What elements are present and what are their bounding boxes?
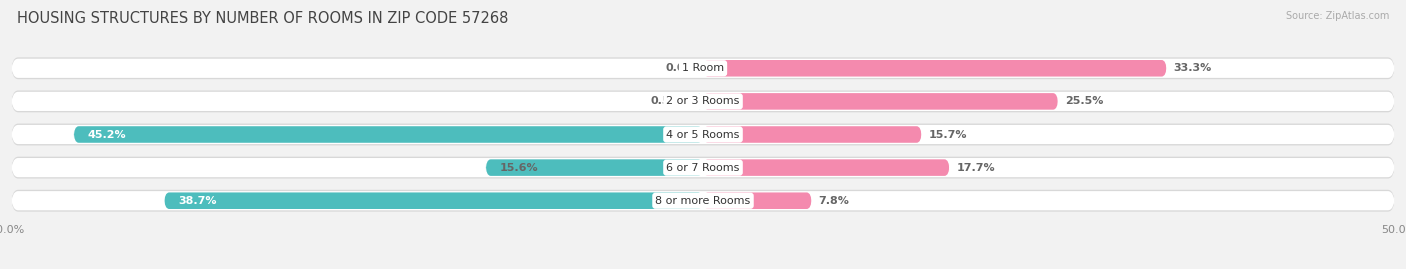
Text: 15.7%: 15.7% xyxy=(928,129,967,140)
Text: 0.54%: 0.54% xyxy=(650,96,689,107)
FancyBboxPatch shape xyxy=(703,126,921,143)
FancyBboxPatch shape xyxy=(11,92,1395,111)
Text: 33.3%: 33.3% xyxy=(1174,63,1212,73)
FancyBboxPatch shape xyxy=(11,57,1395,79)
Text: 1 Room: 1 Room xyxy=(682,63,724,73)
Text: 7.8%: 7.8% xyxy=(818,196,849,206)
FancyBboxPatch shape xyxy=(703,192,811,209)
FancyBboxPatch shape xyxy=(11,90,1395,112)
Text: 2 or 3 Rooms: 2 or 3 Rooms xyxy=(666,96,740,107)
FancyBboxPatch shape xyxy=(696,93,703,110)
FancyBboxPatch shape xyxy=(11,190,1395,212)
Text: 15.6%: 15.6% xyxy=(499,162,538,173)
Text: HOUSING STRUCTURES BY NUMBER OF ROOMS IN ZIP CODE 57268: HOUSING STRUCTURES BY NUMBER OF ROOMS IN… xyxy=(17,11,508,26)
FancyBboxPatch shape xyxy=(703,93,1057,110)
FancyBboxPatch shape xyxy=(703,60,1167,77)
Text: 8 or more Rooms: 8 or more Rooms xyxy=(655,196,751,206)
Text: 0.0%: 0.0% xyxy=(665,63,696,73)
FancyBboxPatch shape xyxy=(486,159,703,176)
Text: 45.2%: 45.2% xyxy=(87,129,127,140)
FancyBboxPatch shape xyxy=(11,191,1395,210)
FancyBboxPatch shape xyxy=(11,125,1395,144)
FancyBboxPatch shape xyxy=(703,159,949,176)
FancyBboxPatch shape xyxy=(11,59,1395,78)
FancyBboxPatch shape xyxy=(165,192,703,209)
FancyBboxPatch shape xyxy=(11,123,1395,146)
Text: 17.7%: 17.7% xyxy=(956,162,995,173)
Text: 38.7%: 38.7% xyxy=(179,196,217,206)
Text: 4 or 5 Rooms: 4 or 5 Rooms xyxy=(666,129,740,140)
Text: 6 or 7 Rooms: 6 or 7 Rooms xyxy=(666,162,740,173)
FancyBboxPatch shape xyxy=(11,158,1395,177)
FancyBboxPatch shape xyxy=(75,126,703,143)
Text: 25.5%: 25.5% xyxy=(1064,96,1104,107)
Text: Source: ZipAtlas.com: Source: ZipAtlas.com xyxy=(1285,11,1389,21)
FancyBboxPatch shape xyxy=(11,157,1395,179)
